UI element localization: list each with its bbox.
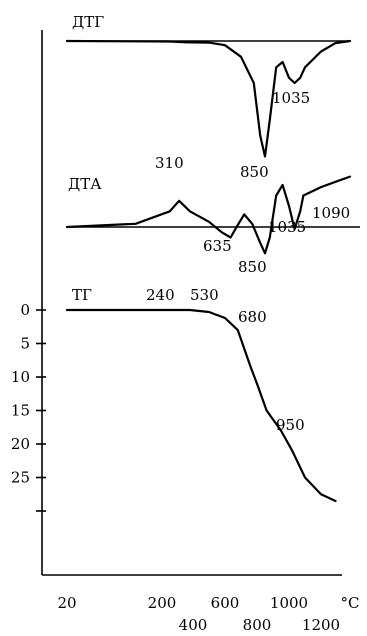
- tg-temp-label: 530: [190, 286, 219, 304]
- x-tick-label: 1200: [302, 616, 340, 634]
- x-tick-label: 20: [57, 594, 76, 612]
- dta-peak-label: 310: [155, 154, 184, 172]
- dtg-curve: [65, 39, 352, 158]
- x-tick-label: 800: [243, 616, 272, 634]
- dta-curve: [65, 175, 352, 255]
- dtg-peak-label: 1035: [272, 89, 310, 107]
- dta-peak-label: 1090: [312, 204, 350, 222]
- dtg-peak-label: 850: [240, 163, 269, 181]
- dta-peak-label: 1035: [268, 218, 306, 236]
- tg-title: ТГ: [72, 286, 92, 304]
- x-tick-label: 200: [148, 594, 177, 612]
- x-tick-label: 1000: [270, 594, 308, 612]
- dta-peak-label: 635: [203, 237, 232, 255]
- tg-temp-label: 950: [276, 416, 305, 434]
- x-unit-label: °C: [341, 594, 360, 612]
- y-tick-label: 5: [20, 335, 30, 353]
- y-tick-group: 0 5 10 15 20 25: [11, 301, 46, 512]
- tg-temp-label: 240: [146, 286, 175, 304]
- y-tick-label: 15: [11, 402, 30, 420]
- y-tick-label: 10: [11, 368, 30, 386]
- x-tick-label: 600: [211, 594, 240, 612]
- tg-curve: [65, 308, 337, 503]
- dta-peak-label: 850: [238, 258, 267, 276]
- tg-temp-label: 680: [238, 308, 267, 326]
- x-tick-label: 400: [179, 616, 208, 634]
- y-tick-label: 0: [20, 301, 30, 319]
- dtg-title: ДТГ: [72, 13, 104, 31]
- dta-title: ДТА: [68, 175, 102, 193]
- y-tick-label: 25: [11, 469, 30, 487]
- y-tick-label: 20: [11, 435, 30, 453]
